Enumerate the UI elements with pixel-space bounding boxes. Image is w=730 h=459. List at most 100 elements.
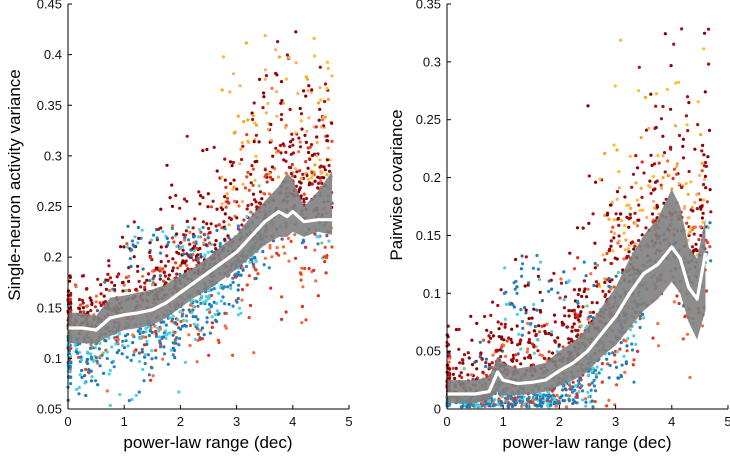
scatter-point (466, 373, 470, 377)
scatter-point (702, 182, 706, 187)
scatter-point (499, 403, 503, 407)
scatter-point (235, 216, 239, 220)
scatter-point (159, 251, 163, 255)
scatter-point (295, 170, 299, 174)
scatter-point (612, 236, 616, 240)
scatter-point (148, 250, 152, 255)
scatter-point (185, 219, 189, 223)
scatter-point (639, 186, 643, 190)
scatter-point (466, 351, 470, 355)
scatter-point (85, 357, 90, 361)
scatter-point (538, 403, 542, 407)
scatter-point (202, 232, 206, 236)
scatter-point (652, 162, 657, 166)
scatter-point (142, 343, 147, 347)
scatter-point (316, 181, 321, 185)
scatter-point (590, 381, 594, 385)
scatter-point (686, 332, 690, 336)
scatter-point (325, 134, 329, 138)
scatter-point (238, 162, 242, 166)
scatter-point (524, 311, 528, 315)
scatter-point (200, 337, 204, 341)
scatter-point (141, 267, 145, 271)
scatter-point (165, 254, 169, 258)
scatter-point (538, 398, 543, 402)
scatter-point (685, 95, 690, 99)
scatter-point (263, 68, 267, 72)
scatter-point (275, 251, 279, 255)
scatter-point (325, 173, 329, 177)
scatter-point (553, 320, 557, 324)
scatter-point (145, 339, 149, 343)
scatter-point (587, 373, 591, 377)
scatter-point (576, 305, 581, 309)
scatter-point (561, 323, 565, 327)
scatter-point (535, 393, 539, 397)
scatter-point (210, 325, 214, 329)
scatter-point (666, 159, 670, 163)
scatter-point (605, 251, 609, 256)
scatter-point (319, 164, 323, 168)
scatter-point (304, 196, 309, 201)
scatter-point (222, 220, 226, 224)
scatter-point (557, 343, 561, 347)
scatter-point (205, 222, 209, 226)
scatter-point (629, 206, 633, 210)
scatter-point (161, 357, 165, 361)
y-tick-label: 0.4 (44, 47, 62, 62)
scatter-point (107, 259, 111, 263)
scatter-point (619, 218, 624, 223)
scatter-point (78, 373, 82, 377)
scatter-point (570, 339, 574, 343)
scatter-point (267, 266, 271, 270)
scatter-point (623, 195, 627, 199)
scatter-point (700, 149, 704, 153)
scatter-point (685, 221, 689, 225)
scatter-point (144, 326, 148, 331)
scatter-point (690, 205, 694, 209)
scatter-point (313, 163, 317, 167)
scatter-point (236, 270, 240, 274)
scatter-point (308, 157, 312, 161)
scatter-point (90, 301, 94, 305)
scatter-point (532, 302, 536, 307)
scatter-point (587, 383, 591, 387)
scatter-point (255, 159, 259, 163)
scatter-point (323, 82, 328, 86)
scatter-point (586, 104, 590, 108)
scatter-point (508, 302, 512, 306)
scatter-point (156, 326, 160, 330)
scatter-point (326, 97, 330, 101)
scatter-point (159, 260, 163, 264)
scatter-point (68, 279, 72, 283)
scatter-point (281, 245, 286, 249)
scatter-point (121, 289, 125, 293)
scatter-point (325, 60, 330, 64)
scatter-point (595, 263, 600, 267)
scatter-point (240, 223, 244, 227)
scatter-point (535, 396, 539, 400)
scatter-point (577, 288, 581, 292)
scatter-point (567, 337, 571, 341)
scatter-point (571, 385, 575, 389)
scatter-point (117, 348, 121, 353)
scatter-point (640, 195, 644, 199)
scatter-point (305, 129, 309, 133)
scatter-point (568, 251, 572, 255)
scatter-point (534, 332, 538, 337)
scatter-point (245, 133, 249, 137)
scatter-point (151, 374, 155, 378)
scatter-point (132, 220, 136, 224)
scatter-point (457, 327, 461, 331)
scatter-point (179, 264, 183, 268)
scatter-point (185, 263, 189, 267)
scatter-point (220, 226, 224, 230)
scatter-point (535, 308, 539, 312)
scatter-point (490, 366, 494, 370)
scatter-point (251, 192, 256, 196)
scatter-point (227, 223, 231, 227)
scatter-point (162, 345, 166, 349)
scatter-point (571, 325, 575, 329)
scatter-point (571, 401, 575, 406)
scatter-point (481, 403, 485, 407)
